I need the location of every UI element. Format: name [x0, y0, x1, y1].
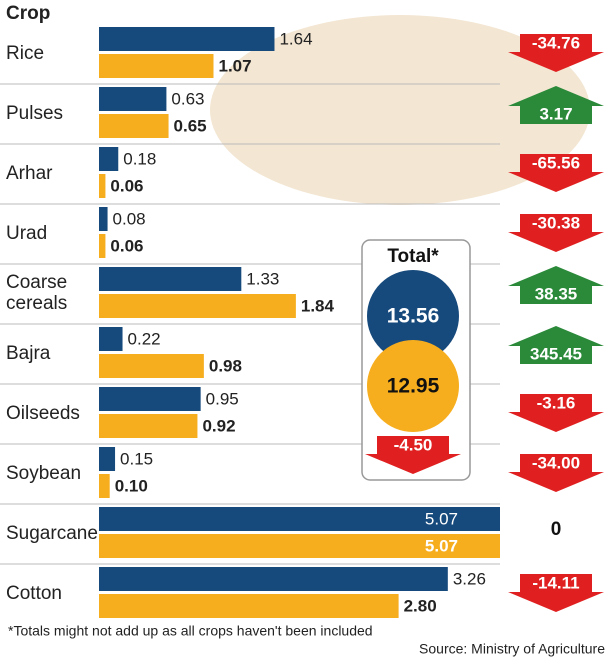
change-label: -4.50: [394, 435, 433, 454]
bar: [99, 507, 611, 531]
value-label: 2.80: [404, 596, 437, 615]
value-label: 1.33: [246, 269, 279, 288]
bar: [99, 447, 115, 471]
bar: [99, 327, 123, 351]
bar: [99, 414, 197, 438]
bar: [99, 147, 118, 171]
footnote: *Totals might not add up as all crops ha…: [8, 623, 373, 639]
change-label: 3.17: [539, 104, 572, 123]
change-label: 345.45: [530, 344, 582, 363]
category-label: Urad: [6, 223, 84, 244]
category-label: Sugarcane: [6, 523, 84, 544]
value-label: 5.07: [425, 509, 458, 528]
change-label: -34.00: [532, 453, 580, 472]
value-label: 0.98: [209, 356, 242, 375]
value-label: 0.15: [120, 449, 153, 468]
bar: [99, 27, 274, 51]
bar: [99, 234, 105, 258]
value-label: 1.64: [279, 29, 312, 48]
value-label: 0.63: [171, 89, 204, 108]
category-label: Bajra: [6, 343, 84, 364]
change-label: -34.76: [532, 33, 580, 52]
bar: [99, 87, 166, 111]
change-label: -30.38: [532, 213, 580, 232]
value-label: 5.07: [425, 536, 458, 555]
category-label: Rice: [6, 43, 84, 64]
value-label: 0.95: [206, 389, 239, 408]
category-label: Coarse cereals: [6, 272, 84, 314]
bar: [99, 54, 213, 78]
change-label: -65.56: [532, 153, 580, 172]
total-value: 13.56: [387, 305, 440, 328]
category-label: Pulses: [6, 103, 84, 124]
value-label: 0.22: [128, 329, 161, 348]
infographic: Crop *Totals might not add up as all cro…: [0, 0, 611, 660]
bar: [99, 294, 296, 318]
bar: [99, 207, 108, 231]
value-label: 0.18: [123, 149, 156, 168]
category-label: Oilseeds: [6, 403, 84, 424]
value-label: 0.10: [115, 476, 148, 495]
value-label: 3.26: [453, 569, 486, 588]
total-label: Total*: [387, 246, 439, 267]
change-label: -3.16: [537, 393, 576, 412]
value-label: 1.07: [218, 56, 251, 75]
bar: [99, 354, 204, 378]
bar: [99, 474, 110, 498]
source: Source: Ministry of Agriculture: [419, 641, 605, 657]
bar: [99, 114, 169, 138]
bar: [99, 267, 241, 291]
value-label: 0.92: [202, 416, 235, 435]
header: Crop: [6, 3, 50, 24]
value-label: 0.06: [110, 176, 143, 195]
bar: [99, 567, 448, 591]
value-label: 0.65: [174, 116, 207, 135]
bar: [99, 174, 105, 198]
change-label: 38.35: [535, 284, 578, 303]
category-label: Soybean: [6, 463, 84, 484]
change-label: 0: [551, 519, 562, 540]
bar: [99, 534, 611, 558]
value-label: 1.84: [301, 296, 335, 315]
value-label: 0.08: [113, 209, 146, 228]
bar: [99, 594, 399, 618]
bar: [99, 387, 201, 411]
value-label: 0.06: [110, 236, 143, 255]
category-label: Arhar: [6, 163, 84, 184]
category-label: Cotton: [6, 583, 84, 604]
chart: Crop *Totals might not add up as all cro…: [0, 0, 611, 660]
total-value: 12.95: [387, 375, 440, 398]
change-label: -14.11: [532, 573, 579, 592]
